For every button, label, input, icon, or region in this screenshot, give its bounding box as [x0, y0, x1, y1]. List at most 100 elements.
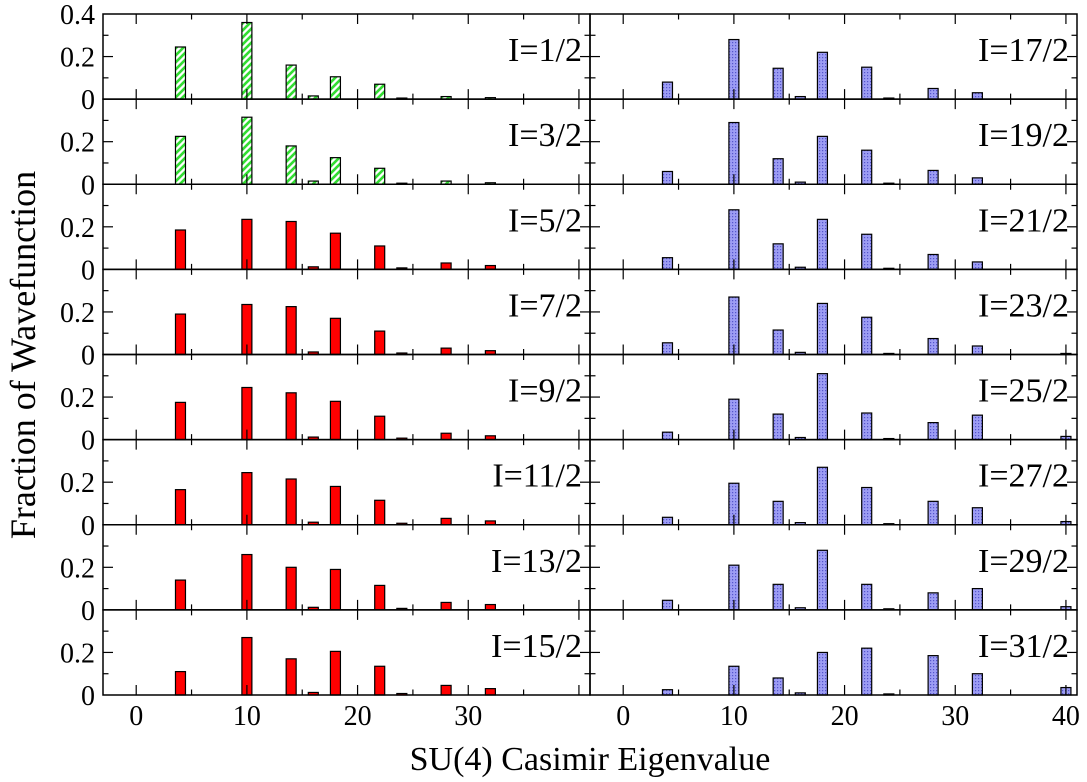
bar	[661, 431, 674, 441]
y-tick-label: 0.2	[60, 43, 95, 74]
bar	[440, 432, 452, 441]
panel-label: I=1/2	[508, 32, 582, 69]
bar	[816, 373, 829, 441]
bar	[174, 579, 187, 611]
panel-label: I=9/2	[508, 373, 582, 410]
bar	[329, 232, 342, 270]
bar	[440, 684, 452, 696]
bar	[816, 466, 829, 526]
bar	[174, 229, 187, 270]
bar	[971, 92, 983, 100]
bar	[374, 665, 386, 696]
bar	[329, 568, 342, 611]
bar	[861, 486, 873, 526]
panel-label: I=25/2	[978, 373, 1069, 410]
panel: I=7/2 0 0.2	[60, 268, 591, 372]
y-tick-label: 0.2	[60, 213, 95, 244]
panel-label: I=7/2	[508, 287, 582, 324]
x-tick-label: 0	[129, 701, 143, 732]
y-tick-label: 0.2	[60, 468, 95, 499]
bar	[971, 673, 983, 696]
bar	[772, 677, 784, 696]
y-tick-label: 0	[81, 85, 95, 116]
bar	[772, 500, 784, 526]
bar	[329, 76, 342, 100]
y-tick-label: 0	[81, 255, 95, 286]
y-tick-label: 0.2	[60, 128, 95, 159]
panel: I=9/2 0 0.2	[60, 353, 591, 457]
bar	[861, 149, 873, 185]
panel-label: I=17/2	[978, 32, 1069, 69]
bar	[374, 415, 386, 441]
bar	[329, 485, 342, 526]
panel: I=11/2 0 0.2	[60, 438, 591, 542]
x-tick-label: 10	[720, 701, 748, 732]
bar	[440, 262, 452, 270]
bar	[772, 413, 784, 441]
bar	[174, 313, 187, 356]
bar	[285, 64, 297, 100]
bar	[329, 400, 342, 441]
panel-label: I=27/2	[978, 458, 1069, 495]
bar	[329, 650, 342, 696]
bar	[440, 347, 452, 356]
panel: I=23/2	[589, 268, 1078, 356]
bar	[971, 345, 983, 356]
bar	[374, 330, 386, 356]
panel: I=15/2 0 0.2 0 10 20 30	[60, 609, 591, 732]
bar	[772, 67, 784, 100]
bar	[484, 688, 496, 696]
y-tick-label: 0.2	[60, 638, 95, 669]
panel: I=27/2	[589, 438, 1078, 526]
bar	[816, 51, 829, 100]
bar	[772, 158, 784, 185]
bar	[241, 21, 253, 100]
bar	[861, 647, 873, 696]
panel: I=29/2	[589, 524, 1078, 611]
x-tick-label: 40	[1052, 701, 1080, 732]
panel: I=3/2 0 0.2	[60, 98, 591, 201]
panel: I=17/2	[589, 13, 1078, 100]
bar	[927, 253, 939, 270]
bar	[285, 658, 297, 696]
bar	[661, 81, 674, 100]
bar	[661, 170, 674, 185]
bar	[285, 566, 297, 611]
bar	[661, 599, 674, 611]
bar	[816, 135, 829, 185]
bar	[927, 87, 939, 100]
bar	[661, 257, 674, 270]
bar	[374, 499, 386, 526]
panel-label: I=15/2	[491, 628, 582, 665]
y-tick-label: 0	[81, 511, 95, 542]
bar	[285, 306, 297, 356]
y-tick-label: 0	[81, 341, 95, 372]
y-axis-label: Fraction of Wavefunction	[3, 171, 43, 539]
bar	[329, 317, 342, 356]
bar	[927, 592, 939, 611]
x-tick-label: 10	[233, 701, 261, 732]
panel-label: I=31/2	[978, 628, 1069, 665]
panel: I=25/2	[589, 353, 1078, 441]
x-tick-label: 30	[454, 701, 482, 732]
bar	[927, 169, 939, 185]
bar	[772, 243, 784, 270]
bar	[772, 583, 784, 611]
panel-label: I=29/2	[978, 543, 1069, 580]
y-tick-label: 0.2	[60, 553, 95, 584]
x-tick-label: 20	[344, 701, 372, 732]
x-axis-label: SU(4) Casimir Eigenvalue	[410, 741, 771, 778]
bar	[440, 517, 452, 526]
bar	[661, 689, 674, 696]
bar	[374, 83, 386, 100]
bar	[374, 584, 386, 611]
bar	[971, 587, 983, 611]
bar	[374, 167, 386, 185]
bar	[661, 342, 674, 356]
bar	[374, 245, 386, 270]
bar	[285, 220, 297, 270]
bar	[285, 145, 297, 185]
bar	[174, 401, 187, 441]
bar	[861, 583, 873, 611]
